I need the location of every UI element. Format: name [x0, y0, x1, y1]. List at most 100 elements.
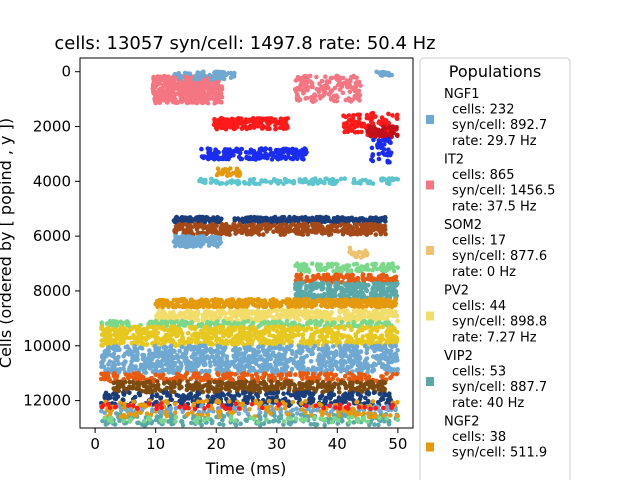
spike-point	[177, 311, 183, 317]
spike-point	[206, 309, 211, 314]
spike-point	[225, 119, 231, 124]
spike-point	[162, 319, 168, 325]
spike-point	[252, 214, 257, 220]
spike-point	[391, 302, 397, 307]
spike-point	[237, 300, 242, 305]
spike-point	[367, 130, 372, 135]
spike-point	[219, 181, 225, 186]
spike-point	[282, 155, 288, 160]
spike-point	[195, 94, 200, 99]
spike-point	[366, 312, 372, 317]
spike-point	[176, 237, 181, 242]
spike-point	[315, 228, 320, 234]
spike-point	[343, 97, 349, 103]
spike-point	[296, 98, 302, 103]
spike-point	[387, 310, 393, 315]
spike-point	[227, 148, 232, 154]
spike-point	[352, 130, 358, 135]
spike-point	[235, 149, 240, 154]
spike-point	[285, 336, 290, 342]
spike-point	[316, 272, 321, 278]
spike-point	[390, 313, 396, 319]
spike-point	[260, 153, 266, 159]
spike-point	[296, 225, 301, 230]
spike-point	[368, 334, 373, 340]
spike-point	[326, 92, 332, 97]
spike-point	[358, 181, 363, 186]
spike-point	[267, 118, 272, 123]
spike-point	[306, 217, 311, 223]
spike-point	[375, 145, 381, 150]
spike-point	[227, 232, 232, 237]
spike-point	[214, 126, 220, 132]
spike-point	[132, 337, 138, 342]
spike-point	[246, 339, 252, 344]
spike-point	[239, 146, 244, 152]
spike-point	[246, 119, 252, 124]
spike-point	[179, 318, 185, 324]
spike-point	[303, 96, 309, 101]
spike-point	[302, 150, 307, 155]
spike-point	[107, 318, 113, 324]
spike-point	[242, 330, 248, 336]
spike-point	[159, 94, 164, 99]
spike-point	[199, 146, 204, 152]
spike-point	[328, 75, 334, 81]
spike-point	[309, 326, 314, 332]
spike-point	[395, 132, 400, 138]
spike-point	[187, 71, 193, 77]
spike-point	[383, 231, 388, 237]
spike-point	[262, 124, 267, 130]
spike-point	[373, 232, 379, 237]
spike-point	[359, 302, 364, 308]
spike-point	[327, 287, 333, 293]
spike-point	[233, 314, 239, 319]
spike-point	[158, 74, 163, 80]
spike-point	[320, 327, 326, 333]
spike-point	[270, 338, 276, 344]
spike-point	[300, 79, 306, 84]
spike-point	[369, 157, 374, 162]
spike-point	[257, 147, 263, 152]
spike-point	[393, 274, 399, 280]
spike-point	[356, 249, 362, 255]
spike-point	[378, 71, 384, 77]
spike-point	[198, 234, 203, 239]
spike-point	[191, 88, 197, 94]
spike-point	[326, 232, 332, 238]
spike-point	[369, 145, 375, 151]
spike-point	[233, 124, 239, 130]
spike-point	[329, 223, 335, 228]
spike-point	[272, 308, 278, 313]
spike-point	[303, 85, 309, 91]
spike-point	[380, 272, 386, 278]
spike-point	[378, 335, 384, 341]
spike-point	[341, 113, 346, 118]
spike-point	[289, 321, 295, 326]
spike-point	[359, 309, 364, 314]
spike-point	[244, 312, 250, 318]
spike-point	[197, 88, 202, 93]
spike-point	[251, 222, 256, 227]
spike-point	[382, 266, 388, 272]
spike-point	[321, 275, 326, 281]
spike-point	[256, 335, 261, 340]
spike-point	[342, 223, 347, 228]
spike-point	[164, 99, 170, 104]
spike-point	[238, 335, 244, 341]
spike-point	[297, 149, 303, 154]
spike-point	[127, 328, 132, 333]
spike-point	[214, 96, 219, 102]
spike-point	[197, 240, 202, 246]
spike-point	[204, 99, 209, 105]
spike-point	[295, 86, 300, 91]
spike-point	[214, 179, 220, 184]
spike-point	[380, 324, 385, 330]
spike-point	[140, 335, 146, 341]
spike-point	[369, 304, 374, 309]
spike-point	[363, 287, 369, 292]
spike-point	[300, 332, 306, 338]
spike-point	[334, 98, 340, 104]
spike-point	[164, 83, 170, 89]
spike-point	[177, 91, 183, 96]
